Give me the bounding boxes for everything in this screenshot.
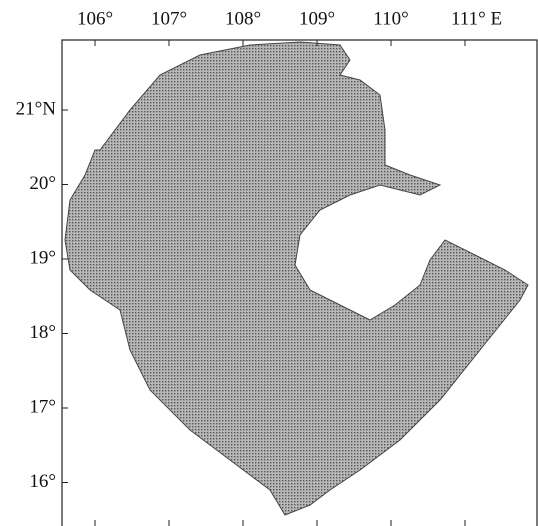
latitude-label: 17° xyxy=(29,396,56,417)
latitude-label: 19° xyxy=(29,247,56,268)
latitude-label: 18° xyxy=(29,322,56,343)
longitude-label: 106° xyxy=(77,8,113,29)
model-grid xyxy=(64,41,529,516)
longitude-label: 108° xyxy=(225,8,261,29)
latitude-axis: 21°N 20° 19° 18° 17° 16° xyxy=(16,98,68,492)
map-frame xyxy=(61,39,538,526)
latitude-label: 16° xyxy=(29,471,56,492)
longitude-label: 110° xyxy=(373,8,408,29)
latitude-label: 20° xyxy=(29,173,56,194)
longitude-label: 107° xyxy=(151,8,187,29)
longitude-label: 111° E xyxy=(451,8,502,29)
longitude-axis: 106° 107° 108° 109° 110° 111° E xyxy=(77,8,502,526)
latitude-label: 21°N xyxy=(16,98,57,119)
longitude-label: 109° xyxy=(299,8,335,29)
